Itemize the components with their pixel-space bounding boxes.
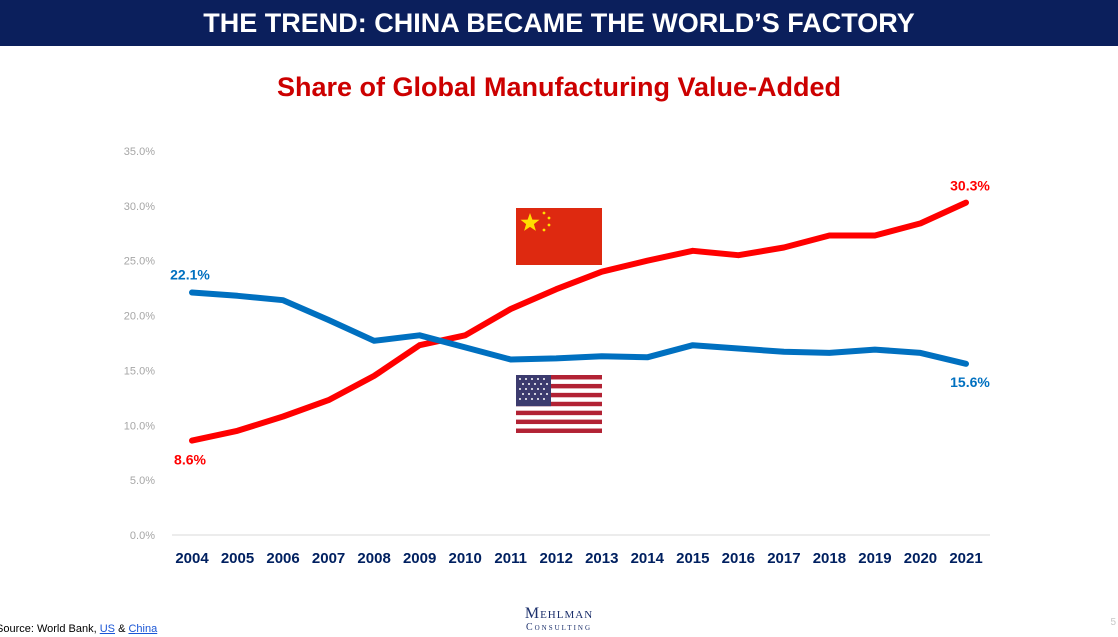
y-tick-label: 10.0%	[124, 420, 155, 432]
x-tick-label: 2018	[813, 550, 846, 567]
x-tick-label: 2011	[494, 550, 527, 567]
series-line-us	[189, 289, 969, 367]
x-tick-label: 2012	[540, 550, 573, 567]
x-tick-label: 2010	[448, 550, 481, 567]
x-tick-label: 2013	[585, 550, 618, 567]
y-tick-label: 0.0%	[130, 530, 155, 542]
us-flag-icon	[516, 375, 602, 433]
y-tick-label: 30.0%	[124, 201, 155, 213]
source-prefix: Source: World Bank,	[0, 623, 100, 635]
source-link-us[interactable]: US	[99, 623, 116, 635]
banner-title: THE TREND: CHINA BECAME THE WORLD’S FACT…	[203, 8, 915, 38]
x-tick-label: 2019	[858, 550, 891, 567]
x-tick-label: 2009	[403, 550, 436, 567]
source-note: Source: World Bank, US & China	[0, 623, 157, 635]
header-banner: THE TREND: CHINA BECAME THE WORLD’S FACT…	[0, 0, 1118, 46]
y-tick-label: 20.0%	[124, 311, 155, 323]
x-tick-label: 2014	[631, 550, 665, 567]
x-tick-label: 2005	[221, 550, 254, 567]
x-tick-label: 2015	[676, 550, 709, 567]
y-tick-label: 5.0%	[130, 475, 155, 487]
y-tick-label: 25.0%	[124, 256, 155, 268]
data-label-china-start: 8.6%	[174, 452, 206, 468]
data-label-us-start: 22.1%	[170, 267, 210, 283]
page-number: 5	[1110, 617, 1116, 628]
chart-title: Share of Global Manufacturing Value-Adde…	[276, 72, 842, 102]
x-tick-label: 2007	[312, 550, 345, 567]
x-tick-label: 2020	[904, 550, 937, 567]
y-tick-label: 35.0%	[124, 146, 155, 158]
source-amp: &	[115, 623, 129, 635]
data-label-china-end: 30.3%	[950, 178, 990, 194]
x-tick-label: 2016	[722, 550, 755, 567]
logo-line1: Mehlman	[524, 605, 594, 622]
data-label-us-end: 15.6%	[950, 374, 990, 390]
x-tick-label: 2006	[266, 550, 299, 567]
china-flag-icon	[516, 208, 602, 265]
series-line-china	[189, 199, 969, 444]
company-logo: Mehlman Consulting	[500, 606, 618, 633]
x-tick-label: 2017	[767, 550, 800, 567]
x-tick-label: 2021	[949, 550, 982, 567]
logo-line2: Consulting	[525, 622, 593, 633]
x-tick-label: 2004	[175, 550, 209, 567]
source-link-china[interactable]: China	[128, 623, 158, 635]
x-tick-label: 2008	[357, 550, 390, 567]
y-tick-label: 15.0%	[124, 365, 155, 377]
